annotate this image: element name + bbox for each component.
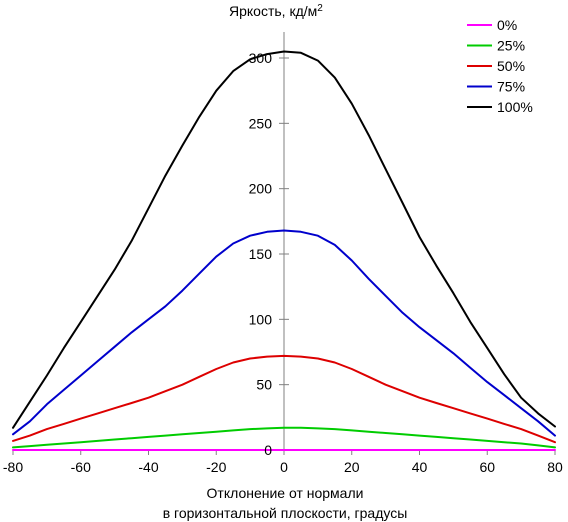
x-axis-title-line2: в горизонтальной плоскости, градусы	[163, 505, 408, 521]
legend-label: 0%	[497, 17, 517, 33]
tick-labels: -80 -60 -40 -20 0 20 40 60 80 0 50 100 150 200 250 300	[3, 50, 563, 475]
x-tick-label: -60	[71, 459, 91, 475]
series-line	[12, 229, 556, 437]
legend-label: 50%	[497, 58, 525, 74]
y-tick-label: 50	[256, 377, 272, 393]
y-tick-label: 200	[249, 181, 273, 197]
x-tick-label: 0	[280, 459, 288, 475]
y-axis-title-text: Яркость, кд/м	[229, 3, 317, 19]
x-axis-title-line1: Отклонение от нормали	[207, 485, 364, 501]
y-tick-label: 250	[249, 115, 273, 131]
y-axis-title-superscript: 2	[317, 3, 323, 14]
y-axis-title: Яркость, кд/м2	[229, 3, 323, 19]
x-tick-label: 40	[412, 459, 428, 475]
series-line	[12, 354, 556, 444]
y-tick-label: 0	[264, 442, 272, 458]
legend-label: 100%	[497, 99, 533, 115]
x-tick-label: 80	[547, 459, 563, 475]
axes	[12, 32, 556, 455]
series-line	[12, 426, 556, 449]
x-tick-label: -80	[3, 459, 23, 475]
x-tick-label: -20	[206, 459, 226, 475]
series-layer	[12, 50, 556, 451]
x-tick-label: 20	[344, 459, 360, 475]
legend-label: 75%	[497, 79, 525, 95]
x-tick-label: 60	[479, 459, 495, 475]
x-tick-label: -40	[138, 459, 158, 475]
y-tick-label: 150	[249, 246, 273, 262]
y-tick-label: 100	[249, 311, 273, 327]
y-tick-label: 300	[249, 50, 273, 66]
series-line	[12, 50, 556, 429]
legend-label: 25%	[497, 38, 525, 54]
legend: 0% 25% 50% 75% 100%	[467, 17, 533, 115]
